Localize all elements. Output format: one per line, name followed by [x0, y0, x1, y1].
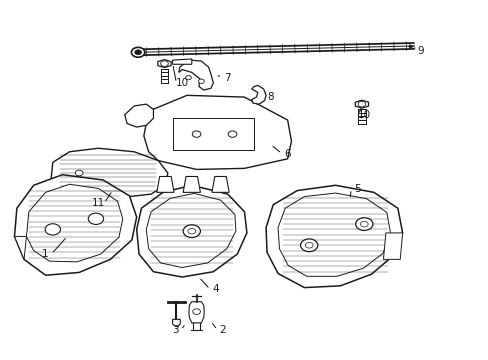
Circle shape: [192, 131, 201, 137]
Polygon shape: [211, 176, 229, 192]
Circle shape: [185, 76, 191, 80]
Polygon shape: [172, 59, 191, 64]
Text: 2: 2: [219, 325, 226, 335]
Polygon shape: [265, 185, 402, 288]
Text: 10: 10: [175, 78, 188, 88]
Polygon shape: [15, 237, 26, 259]
Text: 1: 1: [42, 249, 49, 259]
Polygon shape: [158, 60, 171, 68]
Text: 8: 8: [267, 92, 274, 102]
Circle shape: [45, 224, 61, 235]
Circle shape: [187, 228, 195, 234]
Polygon shape: [157, 176, 174, 192]
Text: 4: 4: [212, 284, 219, 294]
Text: 10: 10: [357, 110, 370, 120]
Polygon shape: [143, 95, 291, 170]
Text: 5: 5: [353, 184, 360, 194]
Polygon shape: [383, 233, 402, 259]
Circle shape: [183, 225, 200, 238]
Polygon shape: [188, 302, 204, 323]
Circle shape: [228, 131, 236, 137]
Polygon shape: [137, 185, 246, 277]
Circle shape: [355, 218, 372, 230]
Circle shape: [357, 101, 365, 107]
Polygon shape: [172, 118, 254, 150]
Text: 3: 3: [171, 325, 178, 335]
Circle shape: [135, 50, 141, 55]
Polygon shape: [124, 104, 153, 127]
Polygon shape: [146, 193, 235, 267]
Text: 7: 7: [224, 73, 230, 83]
Text: 11: 11: [92, 198, 105, 208]
Circle shape: [305, 242, 312, 248]
Text: 9: 9: [417, 46, 423, 56]
Polygon shape: [15, 175, 137, 275]
Circle shape: [300, 239, 317, 252]
Circle shape: [192, 309, 200, 314]
Circle shape: [131, 48, 144, 57]
Polygon shape: [278, 193, 390, 276]
Circle shape: [360, 221, 367, 227]
Polygon shape: [172, 319, 180, 327]
Polygon shape: [355, 100, 368, 108]
Polygon shape: [183, 176, 200, 192]
Text: 6: 6: [284, 149, 290, 158]
Circle shape: [88, 213, 103, 224]
Circle shape: [75, 170, 83, 176]
Polygon shape: [179, 60, 213, 90]
Circle shape: [198, 79, 204, 83]
Polygon shape: [26, 184, 122, 262]
Polygon shape: [50, 148, 167, 198]
Polygon shape: [251, 85, 265, 104]
Circle shape: [160, 61, 168, 66]
